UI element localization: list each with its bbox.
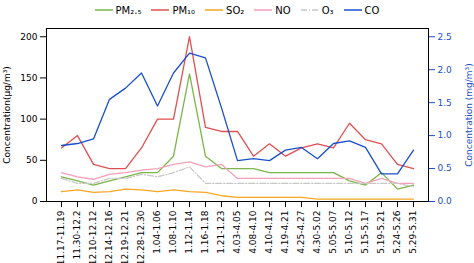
svg-text:11.17-11.19: 11.17-11.19 — [56, 210, 66, 263]
svg-text:150: 150 — [20, 73, 37, 83]
svg-text:4.19-4.21: 4.19-4.21 — [280, 211, 290, 254]
svg-text:5.10-5.12: 5.10-5.12 — [344, 211, 354, 254]
svg-text:200: 200 — [20, 32, 37, 42]
svg-text:4.03-4.05: 4.03-4.05 — [232, 211, 242, 254]
svg-text:1.0: 1.0 — [438, 130, 453, 140]
svg-text:2.5: 2.5 — [438, 32, 452, 42]
svg-text:Concentration (mg/m³): Concentration (mg/m³) — [464, 63, 474, 166]
svg-text:2.0: 2.0 — [438, 65, 453, 75]
svg-text:1.12-1.14: 1.12-1.14 — [184, 210, 194, 254]
svg-text:4.08-4.10: 4.08-4.10 — [248, 210, 258, 254]
svg-text:1.16-1.18: 1.16-1.18 — [200, 210, 210, 254]
html-text:PM₂.₅: PM₂.₅ — [115, 4, 142, 16]
html-text:O₃: O₃ — [321, 4, 334, 16]
svg-text:5.19-5.21: 5.19-5.21 — [376, 211, 386, 254]
svg-text:12.10-12.12: 12.10-12.12 — [88, 211, 98, 263]
svg-text:0.0: 0.0 — [438, 196, 453, 206]
svg-text:100: 100 — [20, 114, 37, 124]
svg-text:11.30-12.2: 11.30-12.2 — [72, 211, 82, 260]
svg-text:5.29-5.31: 5.29-5.31 — [408, 211, 418, 254]
svg-text:12.19-12.21: 12.19-12.21 — [120, 211, 130, 263]
svg-text:5.24-5.26: 5.24-5.26 — [392, 210, 402, 254]
svg-text:50: 50 — [26, 155, 38, 165]
svg-text:1.08-1.10: 1.08-1.10 — [168, 210, 178, 254]
svg-text:0: 0 — [32, 196, 38, 206]
svg-text:5.15-5.17: 5.15-5.17 — [360, 211, 370, 254]
svg-text:12.14-12.16: 12.14-12.16 — [104, 210, 114, 263]
svg-text:1.04-1.06: 1.04-1.06 — [152, 210, 162, 254]
svg-text:4.30-5.02: 4.30-5.02 — [312, 211, 322, 254]
html-text:PM₁₀: PM₁₀ — [172, 4, 196, 16]
svg-text:5.05-5.07: 5.05-5.07 — [328, 211, 338, 254]
svg-text:4.25-4.27: 4.25-4.27 — [296, 211, 306, 254]
svg-text:Concentration(μg/m³): Concentration(μg/m³) — [2, 66, 12, 164]
html-text:NO: NO — [275, 4, 291, 16]
svg-text:0.5: 0.5 — [438, 163, 452, 173]
svg-text:1.5: 1.5 — [438, 98, 452, 108]
svg-text:4.10-4.12: 4.10-4.12 — [264, 211, 274, 254]
svg-text:1.21-1.23: 1.21-1.23 — [216, 211, 226, 254]
html-text:SO₂: SO₂ — [226, 4, 245, 16]
svg-text:12.28-12.30: 12.28-12.30 — [136, 210, 146, 263]
html-text:CO: CO — [364, 4, 380, 16]
